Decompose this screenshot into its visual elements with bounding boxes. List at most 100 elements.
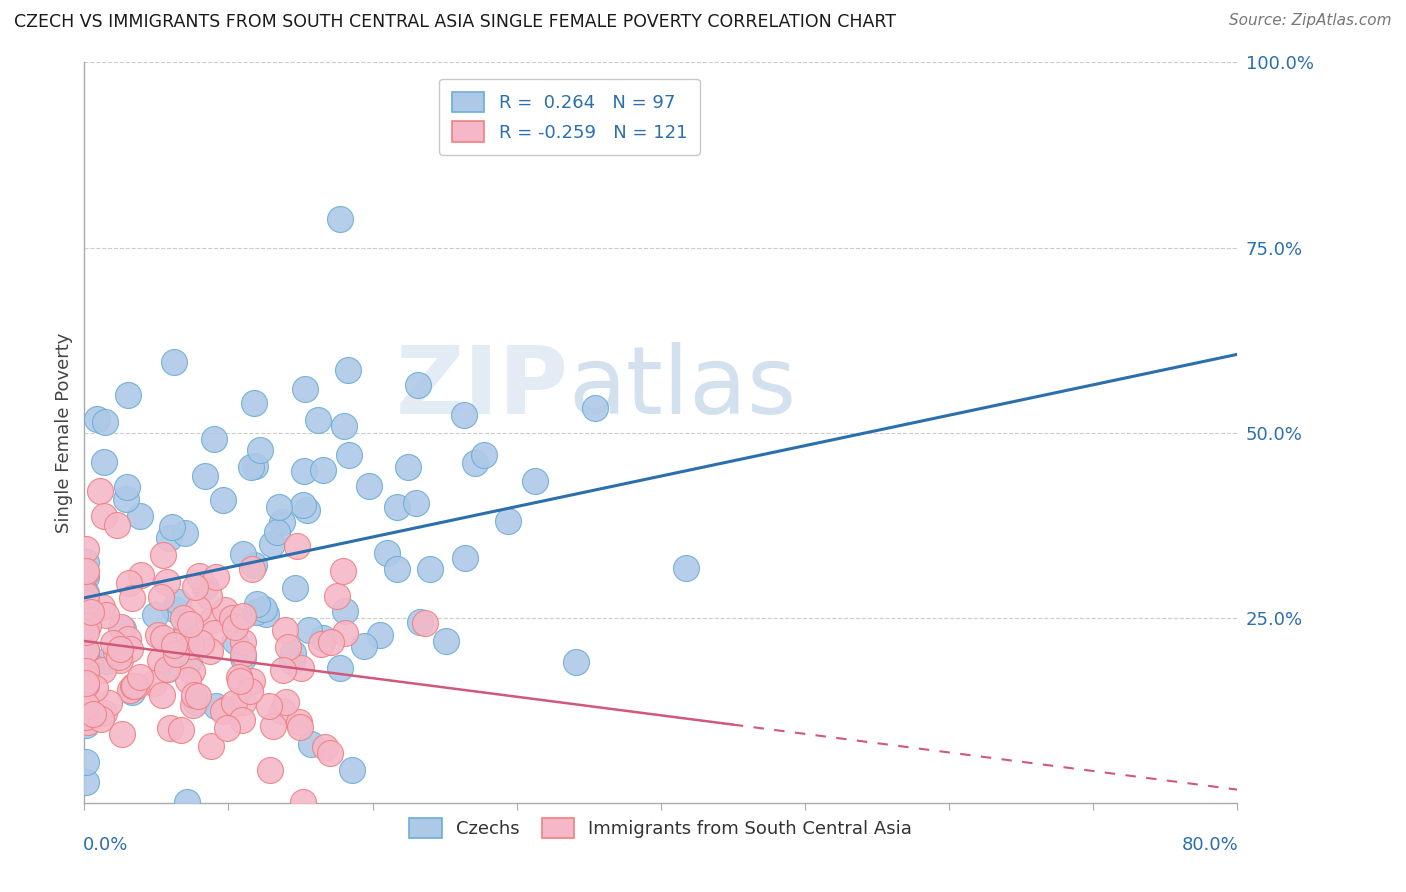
Point [80,605,103,619]
Point [179,654,201,668]
Point [75,670,97,684]
Point [565,655,588,669]
Point [254,607,277,621]
Point [187,690,209,704]
Point [157,531,180,545]
Point [224,620,246,634]
Point [75,586,97,600]
Point [93,663,115,677]
Point [464,456,486,470]
Point [240,562,263,576]
Point [75,755,97,769]
Point [75,600,97,615]
Point [111,727,134,741]
Point [77,714,100,729]
Point [413,615,436,630]
Point [75,625,97,640]
Point [174,624,197,638]
Point [307,413,329,427]
Point [118,683,141,698]
Point [146,628,169,642]
Point [276,695,298,709]
Point [125,679,148,693]
Point [337,448,360,462]
Point [107,650,129,665]
Point [405,495,427,509]
Point [266,525,288,540]
Point [232,648,254,662]
Point [149,653,172,667]
Point [205,570,228,584]
Point [202,433,225,447]
Point [271,515,294,529]
Point [75,541,97,556]
Point [332,565,354,579]
Point [222,697,245,711]
Point [75,645,97,659]
Point [396,460,419,475]
Point [232,547,254,561]
Point [179,616,201,631]
Point [259,763,281,777]
Point [333,419,356,434]
Point [75,717,97,731]
Point [232,695,254,709]
Point [75,664,97,678]
Point [271,704,294,718]
Point [434,633,457,648]
Point [142,675,165,690]
Point [75,569,97,583]
Point [75,698,97,712]
Point [249,442,271,457]
Point [496,514,519,528]
Point [281,646,304,660]
Point [319,635,342,649]
Text: ZIP: ZIP [395,343,568,434]
Point [129,509,152,524]
Point [176,795,198,809]
Point [115,491,138,506]
Point [243,458,266,473]
Point [267,500,290,515]
Point [194,468,217,483]
Point [129,568,152,582]
Text: 0.0%: 0.0% [83,836,128,855]
Point [77,612,100,626]
Point [232,635,254,649]
Point [295,503,318,517]
Point [75,611,97,625]
Point [159,721,181,735]
Point [333,626,356,640]
Point [75,555,97,569]
Point [75,676,97,690]
Point [83,681,105,695]
Point [419,562,441,576]
Point [150,590,173,604]
Point [152,548,174,562]
Point [292,464,315,478]
Point [150,688,173,702]
Point [387,562,409,576]
Point [93,706,115,720]
Text: atlas: atlas [568,343,797,434]
Point [215,722,238,736]
Point [120,641,142,656]
Point [118,576,141,591]
Point [75,596,97,610]
Point [231,714,253,728]
Point [89,483,111,498]
Point [228,670,250,684]
Point [104,645,127,659]
Point [93,508,115,523]
Point [262,719,284,733]
Point [190,636,212,650]
Text: CZECH VS IMMIGRANTS FROM SOUTH CENTRAL ASIA SINGLE FEMALE POVERTY CORRELATION CH: CZECH VS IMMIGRANTS FROM SOUTH CENTRAL A… [14,13,896,31]
Point [291,499,314,513]
Point [184,695,207,709]
Point [211,704,233,718]
Point [326,589,349,603]
Text: 80.0%: 80.0% [1181,836,1239,855]
Point [121,685,143,699]
Point [271,664,294,678]
Point [274,623,297,637]
